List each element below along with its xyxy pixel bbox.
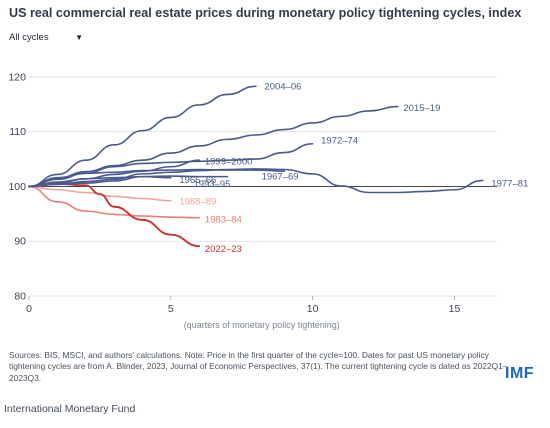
- cycle-filter-value: All cycles: [9, 32, 49, 43]
- x-axis-ticks: 0 5 10 15: [26, 296, 460, 315]
- y-tick-label: 120: [8, 71, 26, 83]
- series-label: 1993–95: [194, 179, 231, 190]
- series-labels: 2004–06 2015–19 1972–74 1999–2000 1967–69 196…: [179, 82, 528, 255]
- series-line-1967-69: [28, 168, 286, 188]
- series-label: 1972–74: [321, 135, 358, 146]
- x-tick-label: 10: [307, 303, 319, 315]
- series-line-1983-84: [28, 185, 200, 219]
- series-label: 2015–19: [403, 103, 440, 114]
- series-line-1999-2000: [28, 159, 200, 188]
- x-tick-label: 15: [449, 303, 461, 315]
- chart-title: US real commercial real estate prices du…: [9, 6, 522, 20]
- y-axis-ticks: 80 90 100 110 120: [8, 71, 26, 302]
- series-label: 1988–89: [179, 197, 216, 208]
- series-line-2004-06: [28, 85, 257, 188]
- cycle-filter-dropdown[interactable]: All cycles ▼: [9, 32, 89, 48]
- series-line-1977-81: [28, 168, 484, 194]
- source-note: Sources: BIS, MSCI, and authors' calcula…: [9, 350, 508, 383]
- series-label: 1965–66: [179, 175, 216, 186]
- series-label: 1967–69: [262, 171, 299, 182]
- series-label: 2022–23: [205, 244, 242, 255]
- y-tick-label: 100: [8, 181, 26, 193]
- x-tick-label: 0: [26, 303, 32, 315]
- series-label: 2004–06: [264, 82, 301, 93]
- series-line-2015-19: [28, 105, 399, 188]
- y-tick-label: 110: [9, 126, 26, 138]
- line-chart: 80 90 100 110 120 0 5 10 15 2004–06 2015–19 1972–…: [8, 71, 528, 330]
- y-tick-label: 80: [14, 291, 26, 303]
- chevron-down-icon[interactable]: ▼: [75, 33, 83, 42]
- x-tick-label: 5: [168, 303, 174, 315]
- imf-logo: IMF: [505, 365, 535, 382]
- series-label: 1999–2000: [205, 157, 253, 168]
- x-axis-label: (quarters of monetary policy tightening): [184, 320, 340, 330]
- series-lines: [28, 85, 484, 248]
- series-label: 1977–81: [491, 179, 528, 190]
- y-tick-label: 90: [14, 236, 26, 248]
- series-label: 1983–84: [205, 215, 242, 226]
- footer-credit: International Monetary Fund: [4, 403, 136, 415]
